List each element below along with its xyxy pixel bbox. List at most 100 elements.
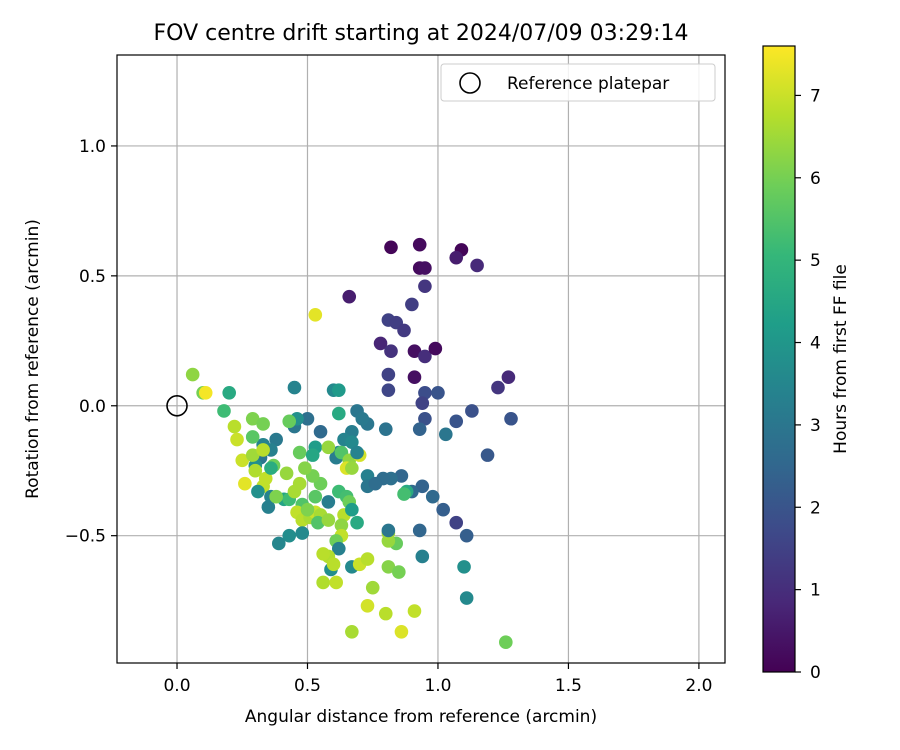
data-point — [412, 422, 427, 436]
data-point — [415, 396, 430, 410]
data-point — [378, 606, 393, 621]
legend: Reference platepar — [440, 63, 716, 102]
data-point — [407, 604, 422, 618]
data-point — [428, 341, 443, 356]
data-point — [256, 417, 270, 431]
reference-marker — [166, 394, 188, 417]
colorbar-label: Hours from first FF file — [831, 264, 851, 454]
y-tick-label: −0.5 — [65, 527, 106, 547]
colorbar-tick-label: 4 — [810, 334, 821, 354]
data-points — [185, 237, 518, 650]
data-point — [491, 380, 505, 395]
data-point — [269, 489, 283, 504]
data-point — [245, 430, 260, 444]
data-point — [332, 541, 346, 556]
data-point — [227, 419, 242, 434]
data-point — [378, 422, 393, 436]
x-tick-label: 1.0 — [424, 676, 451, 696]
colorbar-ticks: 0 1 2 3 4 5 6 7 — [795, 86, 821, 683]
data-point — [282, 528, 297, 543]
colorbar: 0 1 2 3 4 5 6 7 Hours from first FF file — [762, 45, 851, 683]
data-point — [394, 469, 409, 483]
data-point — [415, 479, 430, 494]
data-point — [425, 489, 440, 504]
legend-box — [440, 63, 716, 102]
data-point — [350, 515, 364, 530]
data-point — [381, 560, 396, 574]
data-point — [292, 476, 307, 491]
data-point — [245, 448, 260, 462]
y-axis-label: Rotation from reference (arcmin) — [23, 219, 43, 499]
colorbar-tick-label: 6 — [810, 169, 821, 189]
data-point — [459, 528, 474, 543]
data-point — [308, 308, 323, 322]
plot-frame — [116, 54, 726, 664]
data-point — [308, 489, 323, 504]
data-point — [465, 404, 479, 418]
data-point — [300, 502, 315, 517]
data-point — [316, 575, 330, 590]
data-point — [264, 461, 278, 475]
data-point — [449, 414, 464, 429]
data-point — [407, 370, 422, 384]
data-point — [499, 635, 513, 650]
x-tick-label: 0.0 — [163, 676, 190, 696]
data-point — [459, 591, 474, 605]
x-axis-label: Angular distance from reference (arcmin) — [245, 707, 597, 727]
data-point — [269, 432, 283, 447]
data-point — [292, 445, 307, 460]
data-point — [431, 385, 445, 400]
data-point — [373, 336, 388, 351]
chart-title: FOV centre drift starting at 2024/07/09 … — [154, 21, 689, 46]
data-point — [305, 448, 320, 462]
data-point — [332, 406, 346, 421]
data-point — [350, 445, 364, 460]
data-point — [298, 461, 312, 475]
data-point — [415, 549, 430, 564]
data-point — [235, 453, 250, 468]
data-point — [251, 484, 265, 499]
data-point — [332, 383, 346, 397]
data-point — [501, 370, 516, 384]
data-point — [381, 367, 396, 382]
data-point — [271, 536, 286, 551]
data-point — [449, 515, 464, 530]
data-point — [345, 625, 359, 639]
colorbar-tick-label: 5 — [810, 251, 821, 271]
y-tick-label: 0.0 — [79, 397, 106, 417]
x-tick-label: 1.5 — [555, 676, 582, 696]
colorbar-tick-label: 3 — [810, 416, 821, 436]
data-point — [384, 240, 398, 255]
data-point — [295, 526, 310, 540]
data-point — [300, 411, 315, 426]
colorbar-tick-label: 0 — [810, 663, 821, 683]
data-point — [261, 500, 276, 514]
data-point — [418, 349, 432, 364]
data-point — [365, 580, 380, 595]
data-point — [418, 385, 432, 400]
legend-marker-icon — [459, 72, 481, 94]
data-point — [217, 404, 231, 418]
data-point — [418, 411, 432, 426]
data-point — [438, 427, 453, 442]
data-point — [287, 380, 302, 395]
data-point — [392, 565, 406, 579]
data-point — [329, 575, 343, 590]
data-point — [412, 237, 427, 252]
data-point — [316, 547, 330, 561]
colorbar-gradient — [762, 45, 796, 673]
data-point — [397, 487, 411, 501]
data-point — [418, 279, 432, 294]
data-point — [282, 414, 297, 429]
data-point — [360, 599, 375, 613]
data-point — [321, 513, 336, 527]
colorbar-tick-label: 2 — [810, 498, 821, 518]
data-point — [457, 560, 471, 574]
data-point — [381, 523, 396, 538]
data-point — [321, 440, 336, 455]
data-point — [222, 385, 237, 400]
data-point — [407, 344, 422, 359]
colorbar-tick-label: 1 — [810, 581, 821, 601]
data-point — [326, 557, 341, 572]
